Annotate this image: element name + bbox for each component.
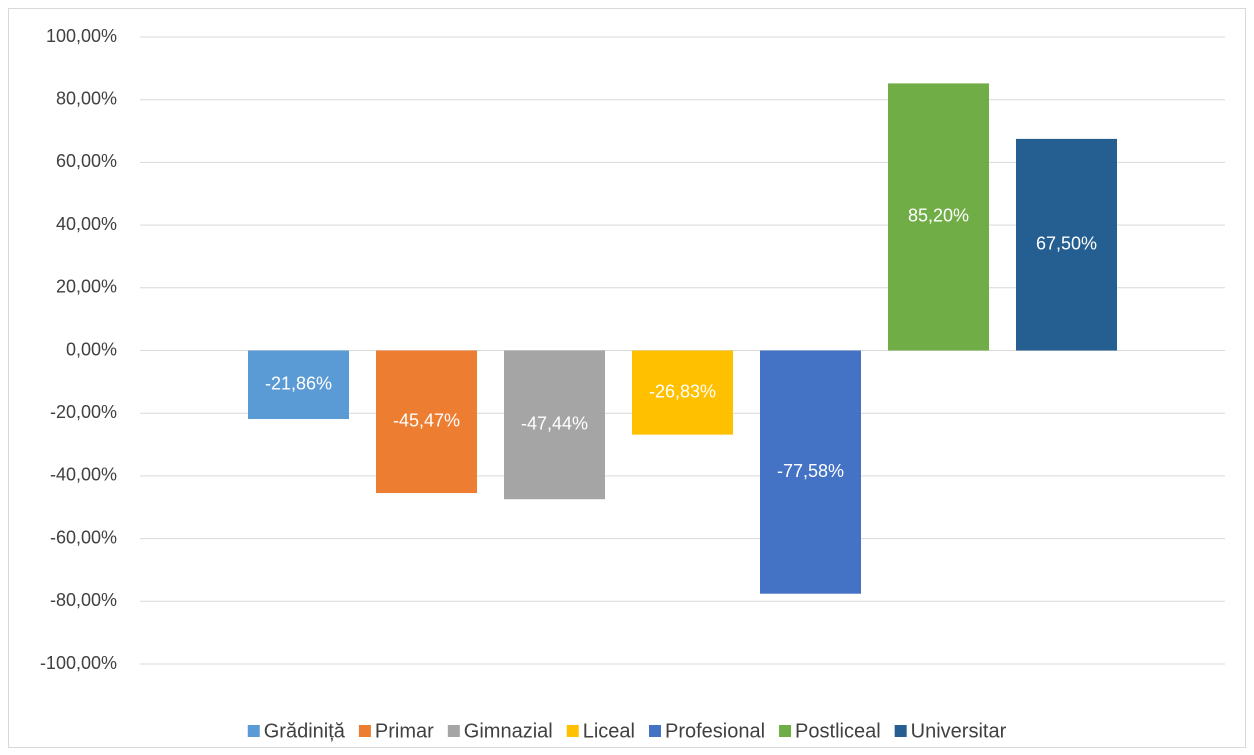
legend-label: Liceal xyxy=(583,720,635,742)
y-tick-label: 60,00% xyxy=(56,151,117,171)
data-label: 85,20% xyxy=(908,206,969,226)
legend-label: Gimnazial xyxy=(464,720,553,742)
legend-swatch xyxy=(894,725,907,737)
bar xyxy=(1016,138,1117,351)
data-label: 67,50% xyxy=(1036,233,1097,253)
bar xyxy=(248,350,349,420)
y-tick-label: -80,00% xyxy=(50,590,117,610)
bar xyxy=(888,83,989,351)
data-label: -45,47% xyxy=(393,411,460,431)
bar xyxy=(504,350,605,500)
legend-label: Profesional xyxy=(665,720,765,742)
bar xyxy=(376,350,477,494)
y-tick-label: 40,00% xyxy=(56,214,117,234)
legend-swatch xyxy=(358,725,371,737)
y-tick-label: 100,00% xyxy=(46,26,117,46)
bar xyxy=(760,350,861,594)
legend-swatch xyxy=(247,725,260,737)
y-tick-label: 80,00% xyxy=(56,88,117,108)
chart-border xyxy=(8,8,1246,748)
y-tick-label: -40,00% xyxy=(50,465,117,485)
legend-swatch xyxy=(648,725,661,737)
bar xyxy=(632,350,733,435)
legend-label: Primar xyxy=(375,720,434,742)
legend-swatch xyxy=(447,725,460,737)
data-label: -21,86% xyxy=(265,374,332,394)
y-tick-label: -100,00% xyxy=(40,653,117,673)
data-label: -26,83% xyxy=(649,381,716,401)
data-label: -47,44% xyxy=(521,414,588,434)
y-tick-label: -20,00% xyxy=(50,402,117,422)
legend-label: Universitar xyxy=(911,720,1007,742)
y-tick-label: 20,00% xyxy=(56,277,117,297)
legend-swatch xyxy=(779,725,792,737)
legend-label: Postliceal xyxy=(795,720,881,742)
data-label: -77,58% xyxy=(777,461,844,481)
legend-label: Grădiniță xyxy=(264,720,346,742)
y-tick-label: 0,00% xyxy=(66,339,117,359)
legend-swatch xyxy=(566,725,579,737)
y-tick-label: -60,00% xyxy=(50,527,117,547)
